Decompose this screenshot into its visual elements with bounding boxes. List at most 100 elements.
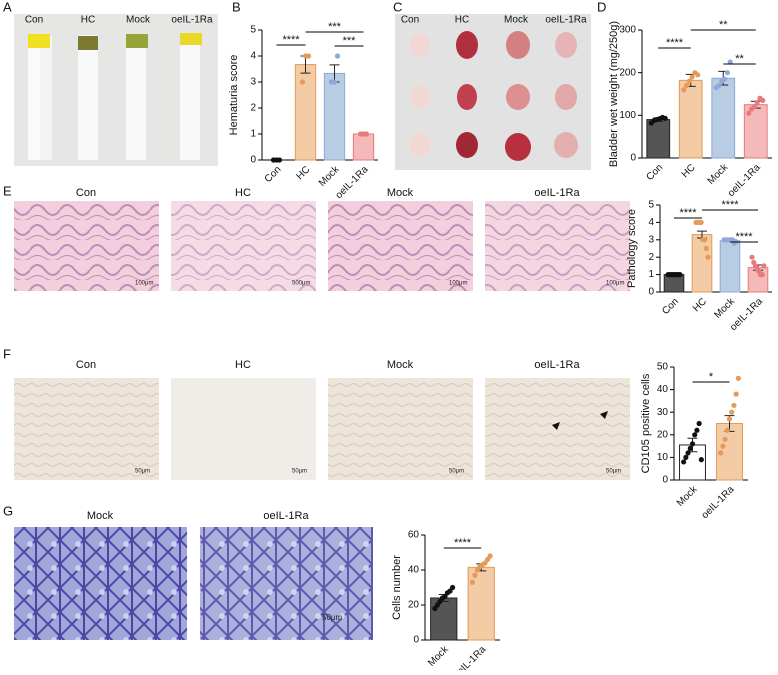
significance-label: * <box>709 371 714 383</box>
data-point <box>683 454 689 460</box>
y-tick-label: 3 <box>648 234 654 245</box>
panel-letter: F <box>3 346 11 361</box>
scale-bar: 50μm <box>606 469 621 475</box>
x-tick-label: Mock <box>706 162 731 187</box>
bar <box>663 274 685 293</box>
data-point <box>722 76 728 82</box>
bar <box>467 566 495 641</box>
y-tick-label: 30 <box>657 407 669 418</box>
data-point <box>681 87 687 93</box>
bladder-label: HC <box>455 15 469 26</box>
scale-bar: 50μm <box>292 469 307 475</box>
x-tick-label: Mock <box>675 484 700 509</box>
strip-label: oeIL-1Ra <box>171 15 213 26</box>
data-point <box>692 432 698 438</box>
significance-label: ** <box>719 19 728 31</box>
significance-label: **** <box>721 199 739 211</box>
image-title: Mock <box>387 187 414 199</box>
data-point <box>487 553 493 559</box>
x-tick-label: Con <box>263 164 284 185</box>
y-tick-label: 2 <box>250 103 256 114</box>
scale-bar: 50μm <box>449 469 464 475</box>
x-tick-label: HC <box>691 296 709 314</box>
histology-images <box>14 201 630 291</box>
y-axis-label: Bladder wet weight (mg/250g) <box>608 21 620 167</box>
data-point <box>299 79 306 85</box>
x-tick-label: Con <box>660 296 681 317</box>
data-point <box>685 450 691 456</box>
x-tick-label: oeIL-1Ra <box>334 164 371 201</box>
panel-letter: C <box>393 0 402 14</box>
y-tick-label: 60 <box>408 530 420 541</box>
x-tick-label: HC <box>680 162 698 180</box>
y-tick-label: 5 <box>648 200 654 211</box>
bar <box>719 240 741 293</box>
data-point <box>677 272 683 278</box>
y-tick-label: 40 <box>408 565 420 576</box>
y-axis-label: Hematuria score <box>228 55 240 136</box>
image-title: HC <box>235 359 251 371</box>
scale-bar: 100μm <box>606 281 624 287</box>
data-point <box>733 391 739 397</box>
data-point <box>331 79 338 85</box>
y-tick-label: 0 <box>662 475 668 486</box>
x-tick-label: Mock <box>426 644 451 669</box>
y-tick-label: 40 <box>657 384 669 395</box>
y-tick-label: 1 <box>250 129 256 140</box>
bladder-label: Con <box>401 15 419 26</box>
x-tick-label: Mock <box>317 164 342 189</box>
scale-bar: 50μm <box>322 613 343 622</box>
data-point <box>735 375 741 381</box>
significance-label: *** <box>343 35 357 47</box>
scale-bar: 100μm <box>135 281 153 287</box>
y-tick-label: 300 <box>619 25 636 36</box>
bladder-label: Mock <box>504 15 529 26</box>
ihc-images <box>14 378 630 480</box>
bar <box>430 597 458 641</box>
data-point <box>695 72 701 78</box>
panel-letter: G <box>3 503 13 518</box>
strip-label: Mock <box>126 15 151 26</box>
y-tick-label: 100 <box>619 110 636 121</box>
transwell-images <box>14 527 373 640</box>
x-tick-label: HC <box>294 164 312 182</box>
significance-label: **** <box>282 34 300 46</box>
data-point <box>698 219 704 225</box>
y-tick-label: 50 <box>657 362 669 373</box>
data-point <box>720 443 726 449</box>
data-point <box>718 450 724 456</box>
y-axis-label: Pathology score <box>626 209 638 288</box>
y-tick-label: 10 <box>657 452 669 463</box>
x-tick-label: oeIL-1Ra <box>700 484 737 521</box>
image-title: Mock <box>387 359 414 371</box>
image-title: Con <box>76 187 96 199</box>
data-point <box>703 245 709 252</box>
bar <box>294 64 317 161</box>
y-tick-label: 2 <box>648 252 654 263</box>
x-tick-label: Mock <box>712 296 737 321</box>
strips <box>28 33 202 160</box>
scale-bar: 50μm <box>135 469 150 475</box>
y-axis-label: Cells number <box>391 555 403 620</box>
data-point <box>731 402 737 409</box>
data-point <box>724 427 730 433</box>
data-point <box>683 82 690 89</box>
bar <box>711 77 736 159</box>
bladder-label: oeIL-1Ra <box>545 15 587 26</box>
image-title: oeIL-1Ra <box>534 187 580 199</box>
significance-label: *** <box>328 21 342 33</box>
y-tick-label: 3 <box>250 77 256 88</box>
significance-label: ** <box>735 53 744 65</box>
bar <box>691 234 713 293</box>
data-point <box>727 59 733 65</box>
panel-letter: E <box>3 183 12 198</box>
data-point <box>749 254 755 260</box>
data-point <box>681 459 687 465</box>
y-tick-label: 4 <box>648 217 654 228</box>
data-point <box>696 420 702 427</box>
image-title: oeIL-1Ra <box>263 510 309 522</box>
data-point <box>754 99 760 106</box>
y-tick-label: 0 <box>648 287 654 298</box>
panel-letter: B <box>232 0 241 14</box>
